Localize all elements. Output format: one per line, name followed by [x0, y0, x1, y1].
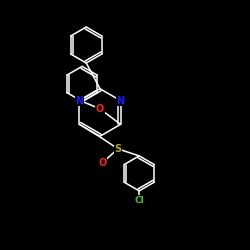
Text: N: N: [75, 96, 84, 106]
Text: O: O: [98, 158, 106, 168]
Text: Cl: Cl: [134, 196, 144, 205]
Text: N: N: [116, 96, 125, 106]
Text: S: S: [114, 144, 122, 154]
Text: O: O: [96, 104, 104, 114]
